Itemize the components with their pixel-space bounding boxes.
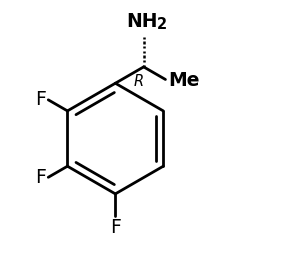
Text: F: F: [110, 218, 121, 237]
Text: 2: 2: [157, 17, 167, 32]
Text: F: F: [35, 90, 46, 109]
Text: R: R: [133, 74, 144, 89]
Text: F: F: [35, 168, 46, 187]
Text: Me: Me: [168, 71, 200, 90]
Text: NH: NH: [127, 12, 158, 31]
